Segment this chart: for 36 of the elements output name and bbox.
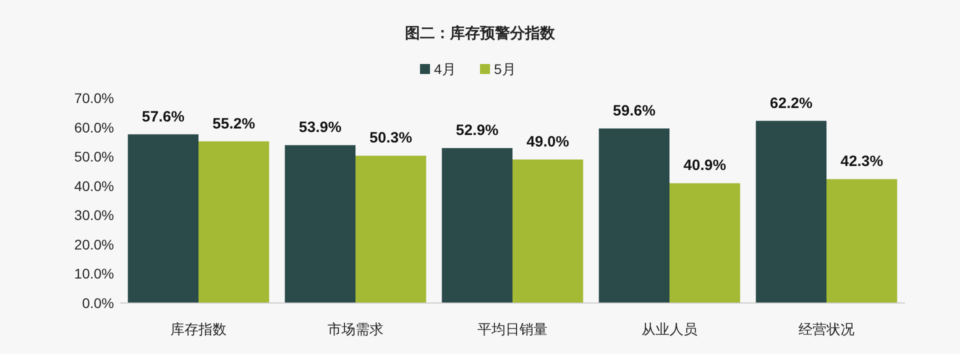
bar	[198, 141, 270, 303]
y-tick-label: 70.0%	[74, 90, 114, 106]
bar	[670, 183, 740, 303]
y-tick-label: 40.0%	[74, 178, 114, 194]
data-label: 40.9%	[684, 157, 726, 174]
bar	[442, 148, 512, 303]
data-label: 52.9%	[456, 122, 498, 140]
bar	[284, 145, 356, 303]
bar	[756, 120, 826, 303]
bar	[356, 156, 426, 303]
legend-label: 4月	[434, 61, 456, 77]
data-label: 50.3%	[370, 130, 412, 147]
x-tick-label: 平均日销量	[478, 321, 548, 337]
x-tick-label: 市场需求	[328, 321, 384, 337]
x-tick-label: 从业人员	[642, 321, 698, 337]
y-tick-label: 30.0%	[74, 207, 114, 224]
legend-label: 5月	[494, 61, 516, 77]
bar	[128, 134, 198, 303]
y-tick-label: 20.0%	[74, 236, 114, 252]
data-label: 55.2%	[212, 115, 256, 132]
x-tick-label: 经营状况	[798, 321, 854, 337]
y-tick-label: 60.0%	[74, 119, 114, 136]
data-label: 62.2%	[770, 94, 812, 112]
x-tick-label: 库存指数	[170, 321, 226, 337]
y-tick-label: 0.0%	[82, 295, 114, 311]
bar	[512, 160, 584, 303]
data-label: 42.3%	[840, 153, 884, 170]
data-label: 57.6%	[142, 108, 184, 126]
chart-title: 图二：库存预警分指数	[405, 24, 556, 42]
data-label: 59.6%	[612, 102, 656, 120]
bar	[826, 179, 898, 303]
y-tick-label: 10.0%	[74, 266, 114, 282]
data-label: 49.0%	[526, 134, 570, 150]
y-tick-label: 50.0%	[74, 148, 114, 165]
data-label: 53.9%	[298, 119, 342, 136]
bar	[598, 128, 670, 303]
